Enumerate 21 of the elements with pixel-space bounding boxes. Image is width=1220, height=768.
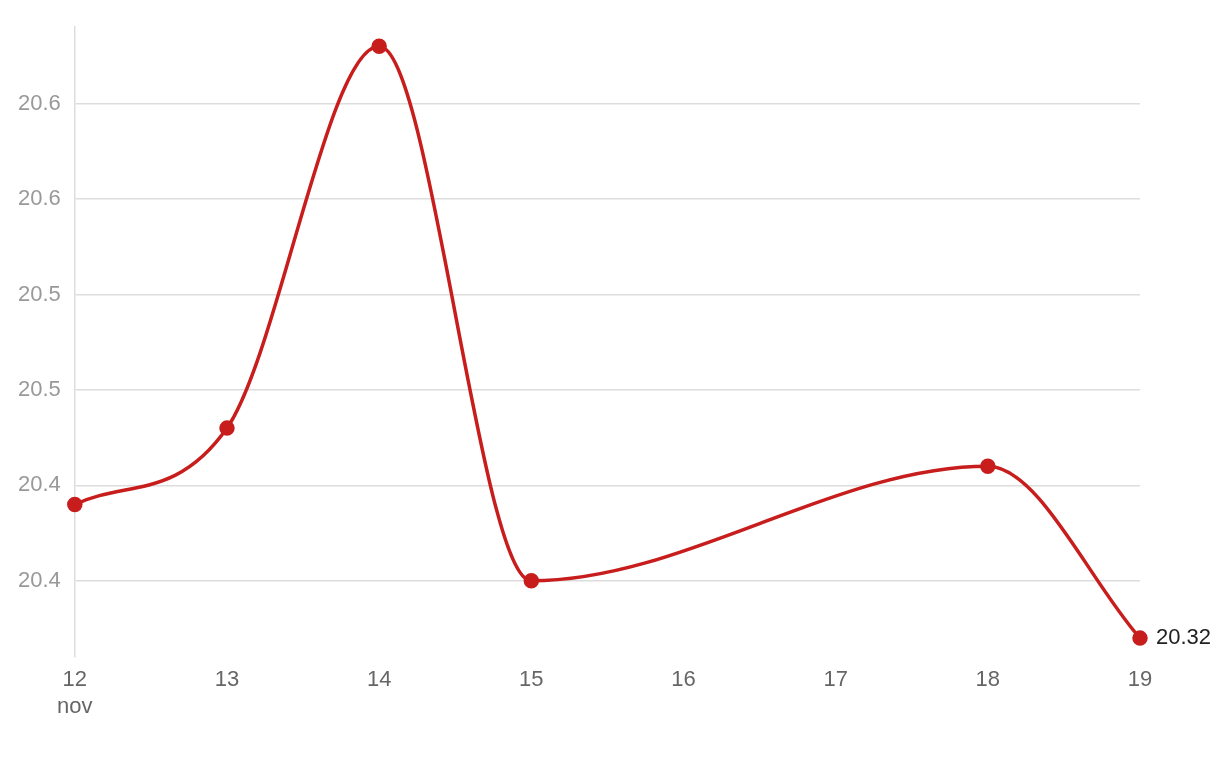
x-tick-label: 16 <box>671 666 696 692</box>
point <box>980 458 996 475</box>
point <box>67 496 83 513</box>
x-tick-label: 12 nov <box>57 666 93 718</box>
point <box>219 420 235 436</box>
x-tick-label: 14 <box>366 666 392 692</box>
y-tick-label: 20.6 <box>17 89 61 115</box>
x-tick-label: 13 <box>214 666 240 692</box>
y-tick-label: 20.4 <box>17 471 61 497</box>
point <box>371 38 387 55</box>
point <box>523 573 540 589</box>
x-tick-label: 18 <box>975 666 1001 692</box>
y-tick-label: 20.5 <box>17 280 61 306</box>
y-tick-label: 20.4 <box>17 566 61 592</box>
y-tick-label: 20.6 <box>17 185 61 211</box>
point <box>1132 630 1148 646</box>
x-tick-label: 15 <box>519 666 544 692</box>
data-label: 20.32 <box>1156 624 1212 650</box>
x-tick-label: 17 <box>823 666 848 692</box>
x-tick-label: 19 <box>1127 666 1153 692</box>
y-tick-label: 20.5 <box>17 375 61 401</box>
